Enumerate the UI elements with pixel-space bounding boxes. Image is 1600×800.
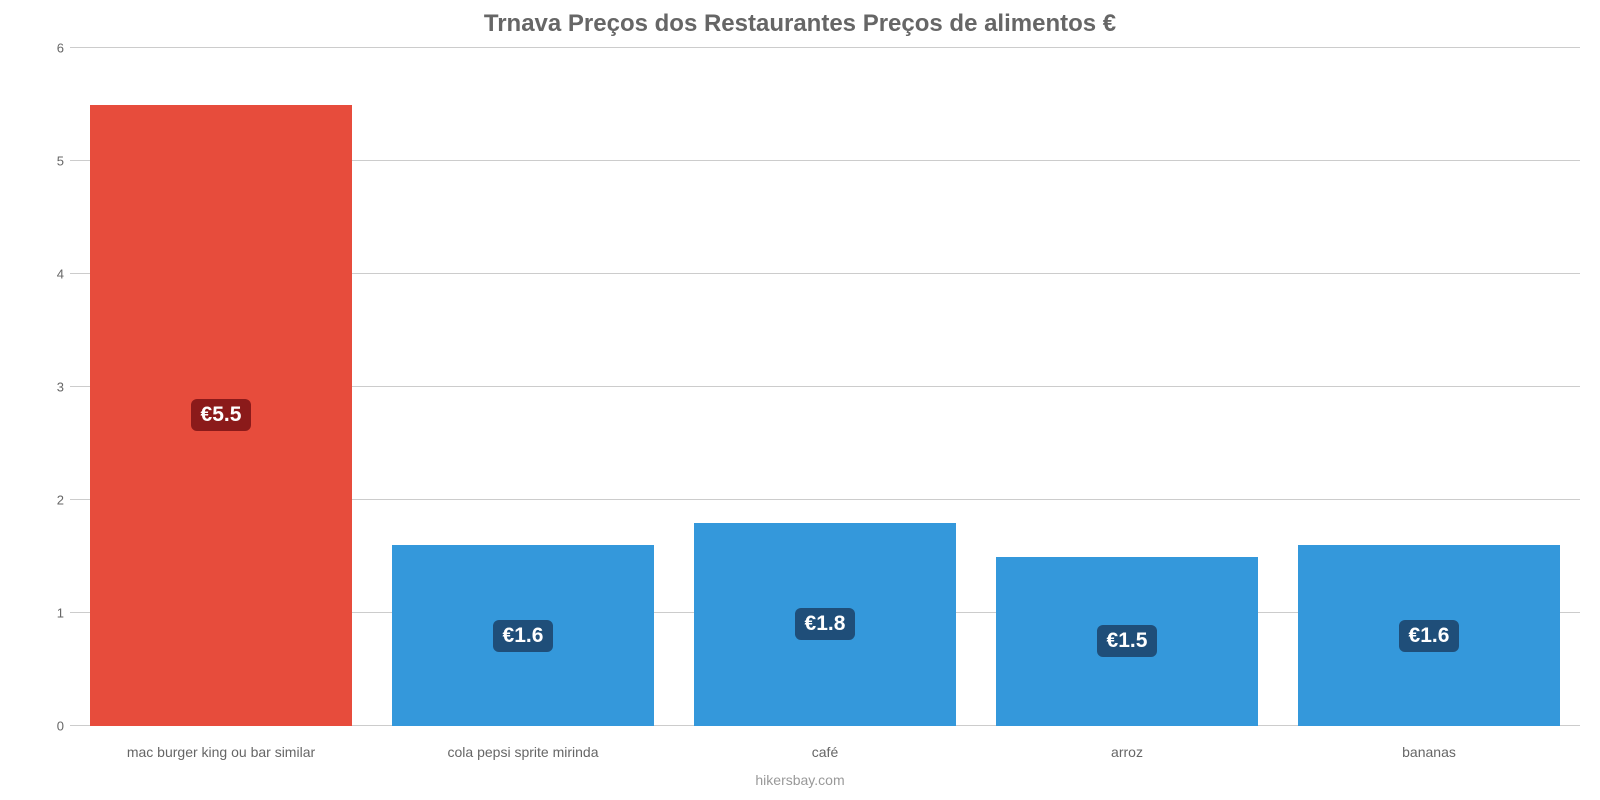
plot-area: 0123456 €5.5€1.6€1.8€1.5€1.6	[40, 48, 1580, 726]
value-badge: €1.8	[795, 608, 856, 640]
bar: €1.6	[1298, 545, 1561, 726]
bar-slot: €5.5	[70, 48, 372, 726]
x-label: cola pepsi sprite mirinda	[372, 744, 674, 760]
y-tick: 6	[57, 41, 64, 56]
x-label: bananas	[1278, 744, 1580, 760]
bar-slot: €1.5	[976, 48, 1278, 726]
bar-slot: €1.8	[674, 48, 976, 726]
source-label: hikersbay.com	[0, 772, 1600, 788]
price-bar-chart: Trnava Preços dos Restaurantes Preços de…	[0, 0, 1600, 800]
bars-container: €5.5 €1.6 €1.8 €1.5 €1.6	[70, 48, 1580, 726]
bar-slot: €1.6	[372, 48, 674, 726]
value-badge: €1.5	[1097, 625, 1158, 657]
y-axis: 0123456	[40, 48, 70, 726]
x-axis-labels: mac burger king ou bar similarcola pepsi…	[70, 744, 1580, 760]
bar: €1.8	[694, 523, 957, 726]
bar-slot: €1.6	[1278, 48, 1580, 726]
bar: €1.5	[996, 557, 1259, 727]
value-badge: €1.6	[493, 620, 554, 652]
y-tick: 2	[57, 493, 64, 508]
y-tick: 1	[57, 606, 64, 621]
value-badge: €1.6	[1399, 620, 1460, 652]
x-label: café	[674, 744, 976, 760]
x-label: mac burger king ou bar similar	[70, 744, 372, 760]
bar: €1.6	[392, 545, 655, 726]
bar: €5.5	[90, 105, 353, 727]
chart-title: Trnava Preços dos Restaurantes Preços de…	[0, 10, 1600, 38]
y-tick: 3	[57, 380, 64, 395]
value-badge: €5.5	[191, 399, 252, 431]
y-tick: 5	[57, 154, 64, 169]
x-label: arroz	[976, 744, 1278, 760]
y-tick: 4	[57, 267, 64, 282]
y-tick: 0	[57, 719, 64, 734]
